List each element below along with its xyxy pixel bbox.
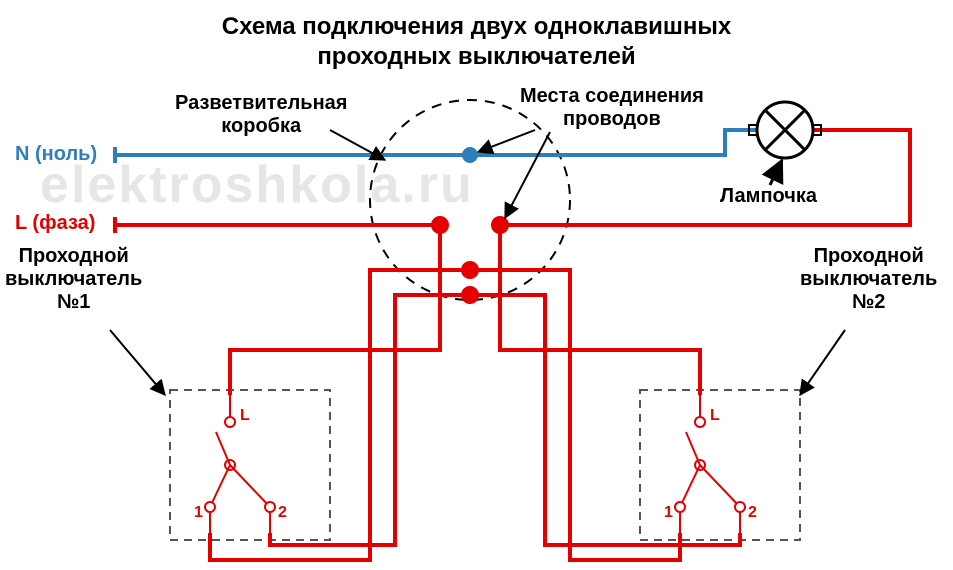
arrow-lamp — [770, 160, 782, 185]
connection-points-label: Места соединения проводов — [520, 85, 704, 131]
arrow-sw1 — [110, 330, 165, 395]
live-wire-to-lamp — [500, 130, 910, 225]
live-label: L (фаза) — [15, 212, 95, 235]
wire-l-to-sw2 — [500, 225, 700, 395]
node-live-right — [491, 216, 509, 234]
title-line-1: Схема подключения двух одноклавишных — [222, 13, 732, 40]
svg-text:L: L — [240, 407, 250, 424]
node-live-left — [431, 216, 449, 234]
node-traveler-top — [461, 261, 479, 279]
svg-text:2: 2 — [278, 504, 287, 521]
node-neutral — [462, 147, 478, 163]
junction-box-label: Разветвительная коробка — [175, 92, 347, 138]
lamp-label: Лампочка — [720, 185, 817, 208]
svg-text:2: 2 — [748, 504, 757, 521]
neutral-label: N (ноль) — [15, 143, 97, 166]
svg-text:1: 1 — [664, 504, 673, 521]
node-traveler-bot — [461, 286, 479, 304]
title-line-2: проходных выключателей — [317, 43, 635, 70]
wire-l-to-sw1 — [230, 225, 440, 395]
svg-text:L: L — [710, 407, 720, 424]
arrow-sw2 — [800, 330, 845, 395]
svg-text:1: 1 — [194, 504, 203, 521]
switch1-label: Проходной выключатель №1 — [5, 245, 142, 314]
switch2-label: Проходной выключатель №2 — [800, 245, 937, 314]
arrow-conn-1 — [478, 130, 535, 152]
arrow-conn-2 — [505, 132, 550, 218]
diagram-title: Схема подключения двух одноклавишных про… — [0, 12, 953, 72]
